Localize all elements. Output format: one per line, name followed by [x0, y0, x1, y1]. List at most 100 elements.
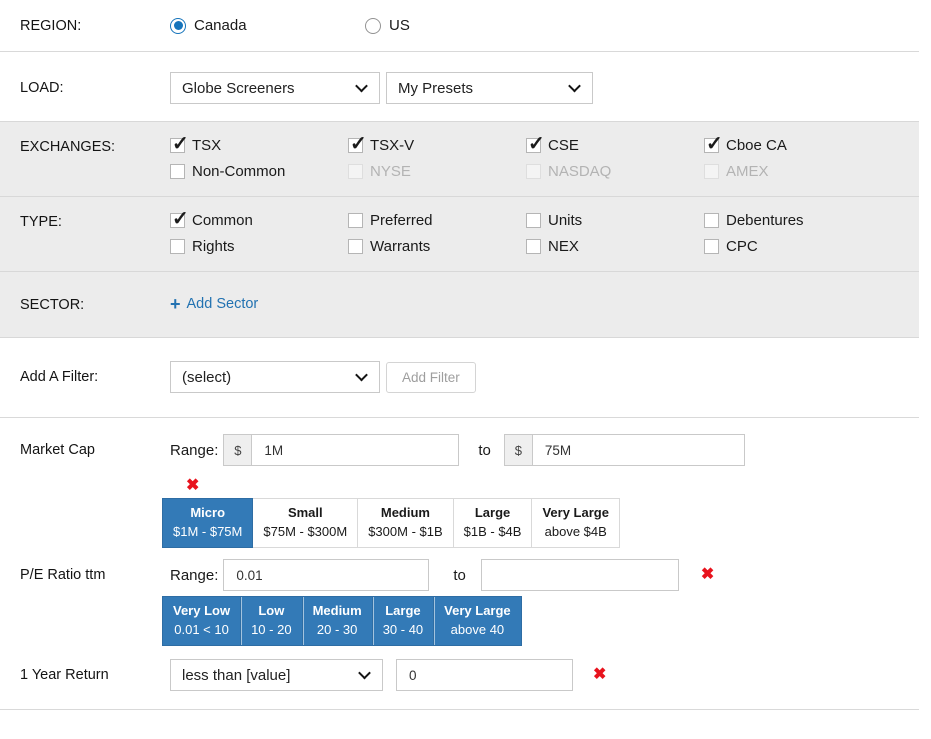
load-preset-select[interactable]: My Presets — [386, 72, 593, 104]
plus-icon: + — [170, 294, 181, 314]
bucket-range: $75M - $300M — [263, 524, 348, 539]
bucket-range: $1B - $4B — [463, 524, 522, 539]
checkbox-rights[interactable]: Rights — [170, 238, 348, 255]
sector-section: SECTOR: + Add Sector — [0, 271, 919, 337]
checkbox-tsxv[interactable]: TSX-V — [348, 131, 526, 156]
bucket-range: $300M - $1B — [368, 524, 443, 539]
load-row: LOAD: Globe Screeners My Presets — [0, 72, 919, 104]
one-year-operator-value: less than [value] — [182, 666, 291, 684]
sector-label: SECTOR: — [20, 297, 85, 313]
checkbox-nex[interactable]: NEX — [526, 238, 704, 255]
checkbox-label: CSE — [548, 137, 579, 154]
checkbox-amex: AMEX — [704, 163, 882, 180]
market-cap-range-row: Market Cap Range: $ to $ — [0, 434, 919, 466]
bucket-very-large[interactable]: Very Large above 40 — [433, 596, 522, 646]
checkbox-label: Units — [548, 212, 583, 229]
add-filter-select[interactable]: (select) — [170, 361, 380, 393]
criteria-section: EXCHANGES: TSX TSX-V CSE Cboe CA — [0, 121, 919, 338]
exchanges-section: EXCHANGES: TSX TSX-V CSE Cboe CA — [0, 122, 919, 196]
radio-canada[interactable]: Canada — [170, 17, 365, 34]
bucket-range: $1M - $75M — [173, 524, 243, 539]
add-sector-link[interactable]: + Add Sector — [170, 295, 258, 313]
checkbox-label: TSX-V — [370, 137, 415, 154]
add-filter-label: Add A Filter: — [20, 369, 99, 385]
checkbox-icon — [526, 239, 541, 254]
checkbox-tsx[interactable]: TSX — [170, 131, 348, 156]
bucket-range: above 40 — [450, 622, 505, 637]
checkbox-debentures[interactable]: Debentures — [704, 212, 882, 229]
one-year-operator-select[interactable]: less than [value] — [170, 659, 383, 691]
checkbox-label: Rights — [192, 238, 235, 255]
pe-max-input[interactable] — [480, 559, 679, 591]
checkbox-icon — [348, 164, 363, 179]
bucket-medium[interactable]: Medium $300M - $1B — [357, 498, 454, 548]
bucket-title: Very Large — [444, 603, 511, 618]
checkbox-cpc[interactable]: CPC — [704, 238, 882, 255]
bucket-micro[interactable]: Micro $1M - $75M — [162, 498, 254, 548]
filter-market-cap: Market Cap Range: $ to $ ✖ Micro $1M - $… — [0, 418, 919, 548]
remove-filter-icon[interactable]: ✖ — [700, 566, 715, 583]
bucket-very-low[interactable]: Very Low 0.01 < 10 — [162, 596, 242, 646]
checkbox-nyse: NYSE — [348, 163, 526, 180]
market-cap-min-input[interactable] — [251, 434, 460, 466]
checkbox-cboe-ca[interactable]: Cboe CA — [704, 131, 882, 156]
filter-pe-ratio: P/E Ratio ttm Range: to ✖ Very Low 0.01 … — [0, 559, 919, 646]
remove-filter-icon[interactable]: ✖ — [186, 477, 200, 494]
bucket-small[interactable]: Small $75M - $300M — [252, 498, 359, 548]
checkbox-warrants[interactable]: Warrants — [348, 238, 526, 255]
spacer — [0, 393, 919, 417]
pe-min-input[interactable] — [223, 559, 430, 591]
radio-us[interactable]: US — [365, 17, 410, 34]
add-filter-button[interactable]: Add Filter — [386, 361, 476, 393]
bucket-very-large[interactable]: Very Large above $4B — [531, 498, 620, 548]
load-preset-value: My Presets — [398, 79, 474, 97]
checkbox-label: Common — [192, 212, 253, 229]
divider — [0, 709, 919, 710]
checkbox-icon — [704, 239, 719, 254]
checkbox-icon — [170, 131, 189, 156]
to-label: to — [478, 441, 491, 459]
radio-icon — [170, 17, 186, 34]
exchanges-grid: TSX TSX-V CSE Cboe CA Non-Common — [170, 131, 882, 180]
dollar-prefix: $ — [223, 434, 252, 466]
load-source-value: Globe Screeners — [182, 79, 295, 97]
market-cap-max-group: $ — [503, 434, 745, 466]
checkbox-preferred[interactable]: Preferred — [348, 212, 526, 229]
market-cap-min-group: $ — [223, 434, 460, 466]
bucket-title: Medium — [312, 603, 362, 618]
checkbox-icon — [526, 164, 541, 179]
checkbox-label: Warrants — [370, 238, 431, 255]
load-source-select[interactable]: Globe Screeners — [170, 72, 380, 104]
bucket-range: 20 - 30 — [316, 622, 358, 637]
to-label: to — [453, 566, 466, 584]
checkbox-units[interactable]: Units — [526, 212, 704, 229]
bucket-medium[interactable]: Medium 20 - 30 — [301, 596, 373, 646]
checkbox-common[interactable]: Common — [170, 206, 348, 231]
bucket-large[interactable]: Large $1B - $4B — [452, 498, 533, 548]
bucket-low[interactable]: Low 10 - 20 — [240, 596, 303, 646]
checkbox-non-common[interactable]: Non-Common — [170, 163, 348, 180]
checkbox-icon — [704, 213, 719, 228]
bucket-title: Small — [287, 505, 323, 520]
remove-filter-icon[interactable]: ✖ — [593, 666, 607, 683]
radio-icon — [365, 17, 381, 34]
checkbox-icon — [704, 164, 719, 179]
bucket-title: Low — [258, 603, 285, 618]
bucket-title: Large — [474, 505, 511, 520]
range-label: Range: — [170, 566, 219, 584]
checkbox-label: CPC — [726, 238, 758, 255]
bucket-large[interactable]: Large 30 - 40 — [371, 596, 435, 646]
market-cap-buckets: Micro $1M - $75M Small $75M - $300M Medi… — [162, 498, 919, 548]
checkbox-label: NEX — [548, 238, 579, 255]
market-cap-max-input[interactable] — [531, 434, 745, 466]
bucket-range: 0.01 < 10 — [174, 622, 229, 637]
bucket-title: Large — [385, 603, 421, 618]
one-year-value-input[interactable] — [396, 659, 573, 691]
add-filter-select-value: (select) — [182, 368, 232, 386]
checkbox-cse[interactable]: CSE — [526, 131, 704, 156]
chevron-down-icon — [358, 666, 371, 680]
load-label: LOAD: — [20, 80, 64, 96]
bucket-range: 10 - 20 — [251, 622, 292, 637]
bucket-title: Micro — [190, 505, 226, 520]
add-filter-row: Add A Filter: (select) Add Filter — [0, 361, 919, 393]
